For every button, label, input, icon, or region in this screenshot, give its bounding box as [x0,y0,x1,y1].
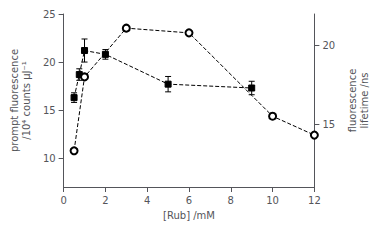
svg-text:lifetime /ns: lifetime /ns [359,73,370,129]
svg-text:20: 20 [43,57,56,68]
svg-text:10: 10 [43,153,56,164]
svg-text:6: 6 [186,195,192,206]
svg-text:25: 25 [43,9,56,20]
svg-text:/10⁴ counts μJ⁻¹: /10⁴ counts μJ⁻¹ [21,61,32,139]
svg-text:0: 0 [60,195,66,206]
svg-text:12: 12 [308,195,321,206]
svg-text:15: 15 [43,105,56,116]
svg-text:10: 10 [266,195,279,206]
svg-text:[Rub] /mM: [Rub] /mM [163,210,215,221]
svg-text:2: 2 [102,195,108,206]
svg-text:15: 15 [322,119,335,130]
svg-text:20: 20 [322,40,335,51]
svg-text:4: 4 [144,195,150,206]
svg-text:fluorescence: fluorescence [347,69,358,133]
svg-text:prompt fluorescence: prompt fluorescence [9,49,20,152]
svg-text:8: 8 [228,195,234,206]
